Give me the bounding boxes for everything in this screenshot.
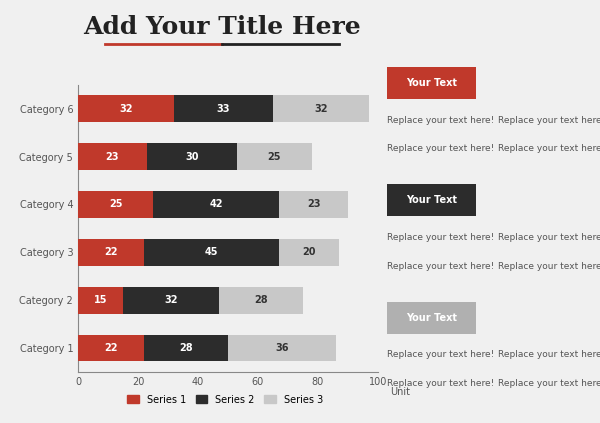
Text: Replace your text here!: Replace your text here! [387, 351, 494, 360]
Text: 28: 28 [179, 343, 193, 353]
Bar [78, 239, 144, 266]
Text: Unit: Unit [390, 387, 410, 397]
Bar [279, 239, 339, 266]
Text: 32: 32 [164, 295, 178, 305]
Bar [78, 191, 153, 217]
Text: 22: 22 [104, 247, 118, 257]
Text: Replace your text here!: Replace your text here! [498, 144, 600, 154]
Bar [228, 335, 336, 361]
FancyBboxPatch shape [387, 302, 476, 334]
Bar [144, 335, 228, 361]
Text: 36: 36 [275, 343, 289, 353]
Text: 30: 30 [185, 151, 199, 162]
Bar [78, 287, 123, 313]
Bar [279, 191, 348, 217]
Text: Replace your text here!: Replace your text here! [498, 262, 600, 271]
Bar [147, 143, 237, 170]
Text: 32: 32 [314, 104, 328, 113]
Text: Replace your text here!: Replace your text here! [387, 262, 494, 271]
Text: Your Text: Your Text [406, 78, 457, 88]
Text: 23: 23 [307, 200, 320, 209]
Text: 45: 45 [205, 247, 218, 257]
Text: 42: 42 [209, 200, 223, 209]
FancyBboxPatch shape [387, 184, 476, 217]
Text: Your Text: Your Text [406, 313, 457, 323]
Bar [78, 95, 174, 122]
Text: Your Text: Your Text [406, 195, 457, 206]
Text: 33: 33 [217, 104, 230, 113]
Text: Replace your text here!: Replace your text here! [387, 233, 494, 242]
FancyBboxPatch shape [387, 67, 476, 99]
Text: Add Your Title Here: Add Your Title Here [83, 16, 361, 39]
Text: Replace your text here!: Replace your text here! [498, 379, 600, 388]
Text: 20: 20 [302, 247, 316, 257]
Bar [78, 335, 144, 361]
Text: 28: 28 [254, 295, 268, 305]
Bar [237, 143, 312, 170]
Bar [273, 95, 369, 122]
Text: 22: 22 [104, 343, 118, 353]
Bar [153, 191, 279, 217]
Text: 25: 25 [109, 200, 122, 209]
Text: 23: 23 [106, 151, 119, 162]
Text: Replace your text here!: Replace your text here! [387, 116, 494, 125]
Legend: Series 1, Series 2, Series 3: Series 1, Series 2, Series 3 [123, 391, 327, 409]
Text: Replace your text here!: Replace your text here! [387, 379, 494, 388]
Bar [78, 143, 147, 170]
Bar [123, 287, 219, 313]
Text: Replace your text here!: Replace your text here! [498, 116, 600, 125]
Text: Replace your text here!: Replace your text here! [498, 351, 600, 360]
Bar [174, 95, 273, 122]
Text: 15: 15 [94, 295, 107, 305]
Bar [144, 239, 279, 266]
Text: 32: 32 [119, 104, 133, 113]
Bar [219, 287, 303, 313]
Text: Replace your text here!: Replace your text here! [498, 233, 600, 242]
Text: Replace your text here!: Replace your text here! [387, 144, 494, 154]
Text: 25: 25 [268, 151, 281, 162]
